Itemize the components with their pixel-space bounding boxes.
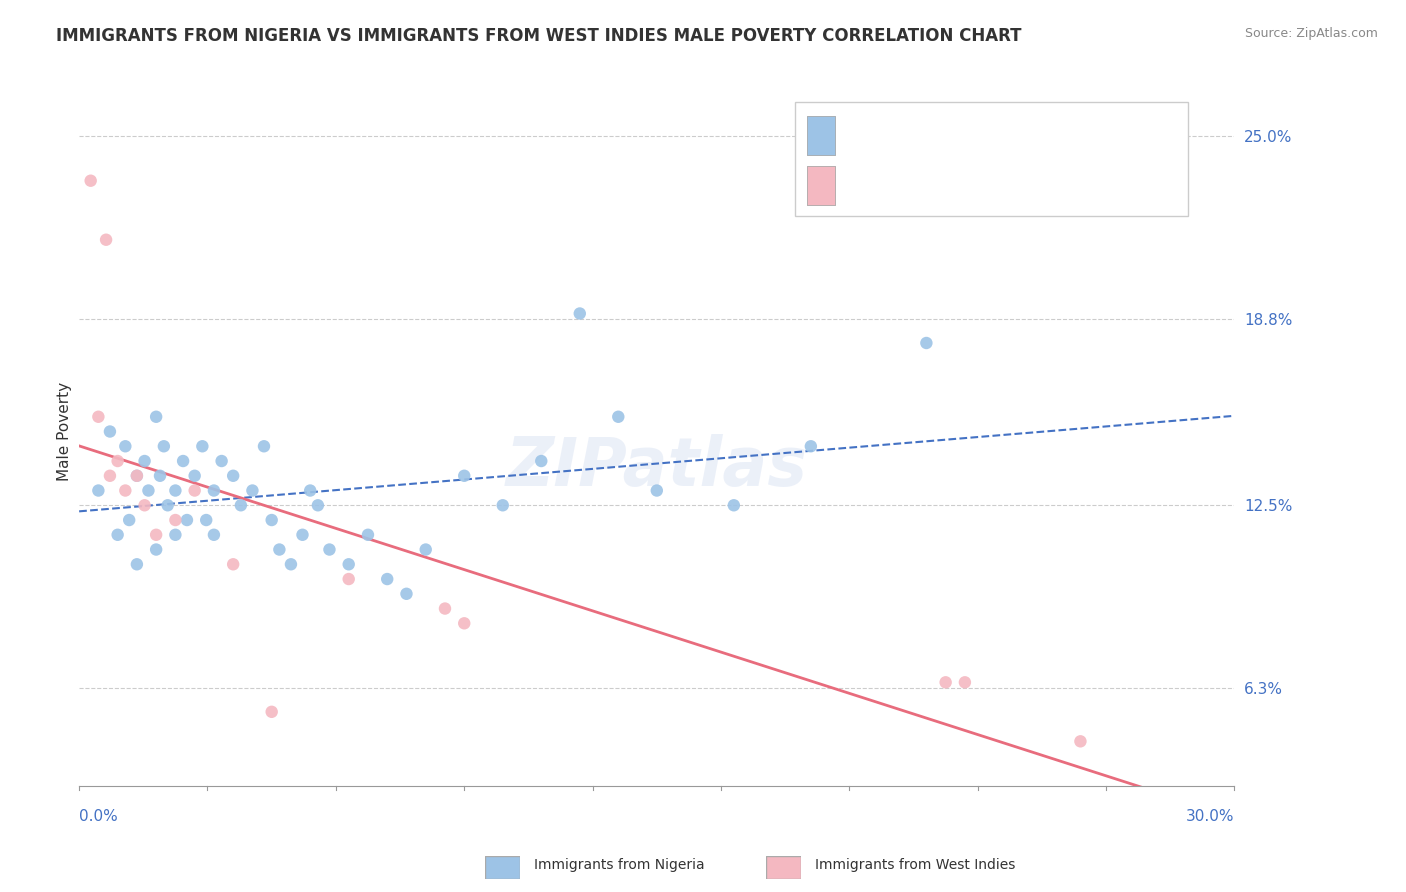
Text: ZIPatlas: ZIPatlas [506, 434, 808, 500]
Point [134, 454, 156, 468]
Point [530, 454, 553, 468]
Point [645, 483, 668, 498]
Point [114, 439, 136, 453]
Point [114, 483, 136, 498]
Point [79, 174, 101, 188]
Point [453, 468, 475, 483]
Text: 0.0%: 0.0% [79, 809, 118, 824]
Point [156, 498, 179, 512]
Point [125, 558, 148, 572]
Point [149, 468, 172, 483]
FancyBboxPatch shape [807, 116, 835, 155]
Text: R =  0.057: R = 0.057 [846, 127, 928, 142]
Point [176, 513, 198, 527]
Point [395, 587, 418, 601]
Point [260, 513, 283, 527]
Point [125, 468, 148, 483]
Text: N = 49: N = 49 [986, 127, 1039, 142]
Point [415, 542, 437, 557]
Point [118, 513, 141, 527]
Text: Source: ZipAtlas.com: Source: ZipAtlas.com [1244, 27, 1378, 40]
Point [307, 498, 329, 512]
Point [253, 439, 276, 453]
Point [607, 409, 630, 424]
Point [260, 705, 283, 719]
Point [165, 528, 187, 542]
Point [337, 572, 360, 586]
Point [107, 454, 129, 468]
Point [145, 528, 167, 542]
Point [242, 483, 264, 498]
Text: Immigrants from West Indies: Immigrants from West Indies [815, 858, 1017, 872]
Point [318, 542, 340, 557]
Point [107, 528, 129, 542]
Point [568, 306, 591, 320]
Y-axis label: Male Poverty: Male Poverty [58, 382, 72, 481]
FancyBboxPatch shape [807, 166, 835, 205]
Point [229, 498, 252, 512]
Point [800, 439, 823, 453]
Point [953, 675, 976, 690]
Text: 30.0%: 30.0% [1187, 809, 1234, 824]
Point [915, 336, 938, 351]
Point [195, 513, 218, 527]
Point [94, 233, 117, 247]
Point [1069, 734, 1091, 748]
Point [280, 558, 302, 572]
Point [269, 542, 291, 557]
Point [202, 528, 225, 542]
Point [433, 601, 456, 615]
Point [125, 468, 148, 483]
Point [453, 616, 475, 631]
Point [183, 483, 205, 498]
Point [357, 528, 380, 542]
Point [165, 513, 187, 527]
Point [935, 675, 957, 690]
Point [375, 572, 398, 586]
FancyBboxPatch shape [796, 103, 1188, 216]
Point [299, 483, 322, 498]
Point [222, 468, 245, 483]
Point [98, 468, 121, 483]
Point [98, 425, 121, 439]
Text: N = 19: N = 19 [986, 176, 1039, 191]
Point [138, 483, 160, 498]
Point [337, 558, 360, 572]
Point [291, 528, 314, 542]
Point [202, 483, 225, 498]
Text: R = -0.447: R = -0.447 [846, 176, 929, 191]
Point [87, 483, 110, 498]
Text: IMMIGRANTS FROM NIGERIA VS IMMIGRANTS FROM WEST INDIES MALE POVERTY CORRELATION : IMMIGRANTS FROM NIGERIA VS IMMIGRANTS FR… [56, 27, 1022, 45]
Point [723, 498, 745, 512]
Point [134, 498, 156, 512]
Point [165, 483, 187, 498]
Point [172, 454, 194, 468]
Point [492, 498, 515, 512]
Point [222, 558, 245, 572]
Point [145, 542, 167, 557]
Point [183, 468, 205, 483]
Point [87, 409, 110, 424]
Point [191, 439, 214, 453]
Text: Immigrants from Nigeria: Immigrants from Nigeria [534, 858, 704, 872]
Point [145, 409, 167, 424]
Point [211, 454, 233, 468]
Point [153, 439, 176, 453]
